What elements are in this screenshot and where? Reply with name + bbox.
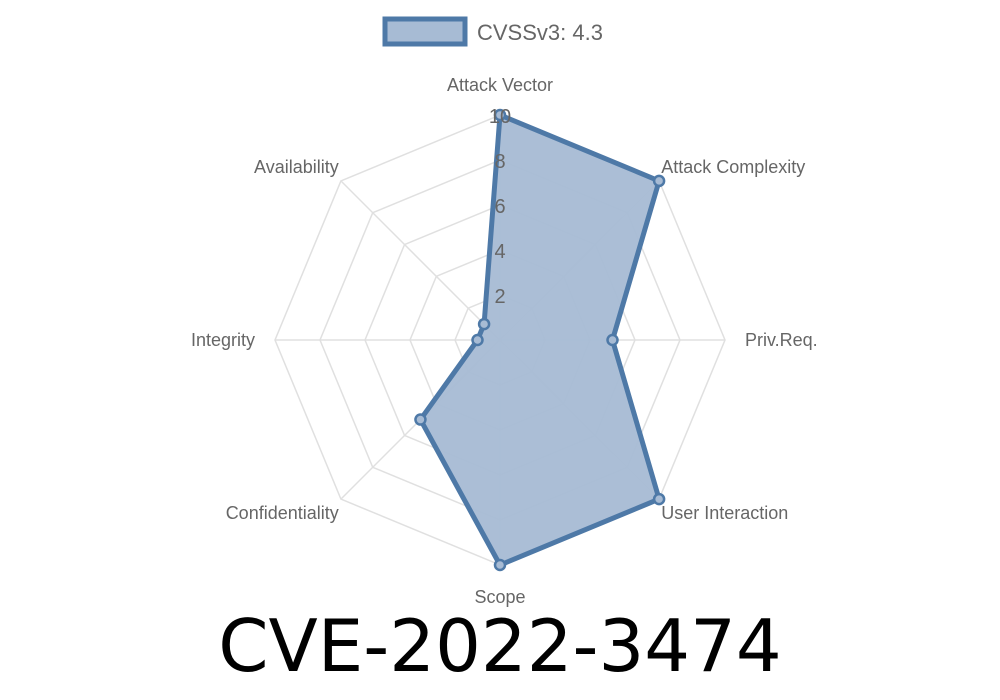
data-point-scope[interactable] <box>493 558 507 572</box>
axis-label: Integrity <box>191 330 255 350</box>
axis-label: Availability <box>254 157 339 177</box>
legend[interactable]: CVSSv3: 4.3 <box>382 16 603 47</box>
legend-label: CVSSv3: 4.3 <box>477 20 603 45</box>
tick-label: 8 <box>494 151 505 173</box>
grid-spoke <box>340 180 501 341</box>
legend-swatch <box>382 16 468 47</box>
data-point-confidentiality[interactable] <box>414 413 427 426</box>
data-point-priv-req-[interactable] <box>606 333 619 347</box>
data-point-user-interaction[interactable] <box>652 492 666 506</box>
tick-label: 10 <box>489 106 511 128</box>
tick-label: 6 <box>494 196 505 218</box>
radar-ticks: 2 4 6 8 10 <box>489 106 511 308</box>
data-point-availability[interactable] <box>477 317 491 331</box>
radar-series <box>414 108 666 572</box>
page-title: CVE-2022-3474 <box>218 604 782 688</box>
axis-label: User Interaction <box>661 503 788 523</box>
data-point-attack-vector[interactable] <box>493 108 507 122</box>
axis-label: Scope <box>474 587 525 607</box>
axis-label: Attack Vector <box>447 75 553 95</box>
data-point-attack-complexity[interactable] <box>652 174 666 188</box>
axis-labels: Attack Vector Attack Complexity Priv.Req. U… <box>191 75 818 607</box>
axis-label: Priv.Req. <box>745 330 818 350</box>
data-point-integrity[interactable] <box>471 333 484 347</box>
tick-label: 2 <box>494 286 505 308</box>
tick-label: 4 <box>494 241 505 263</box>
axis-label: Attack Complexity <box>661 157 805 177</box>
axis-label: Confidentiality <box>226 503 339 523</box>
